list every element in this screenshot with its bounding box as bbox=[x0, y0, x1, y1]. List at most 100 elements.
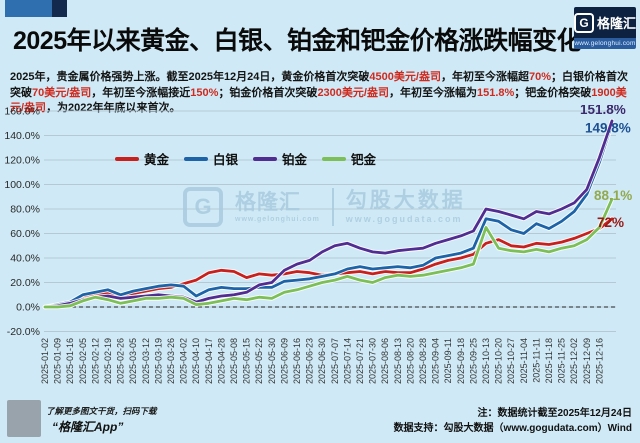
page-title: 2025年以来黄金、白银、铂金和钯金价格涨跌幅变化 bbox=[13, 27, 582, 55]
x-tick-label: 2025-07-30 bbox=[368, 338, 378, 384]
intro-text: 2025年，贵金属价格强势上涨。截至2025年12月24日，黄金价格首次突破45… bbox=[10, 70, 632, 117]
x-tick-label: 2025-06-16 bbox=[292, 338, 302, 384]
legend-item-3: 钯金 bbox=[322, 149, 376, 168]
x-tick-label: 2025-06-09 bbox=[279, 338, 289, 384]
x-tick-label: 2025-03-19 bbox=[153, 338, 163, 384]
x-tick-label: 2025-02-19 bbox=[103, 338, 113, 384]
intro-segment: ；白银价格首次突破 bbox=[10, 71, 628, 99]
price-change-line-chart: 160.0% 140.0% 120.0% 100.0% 80.0% 60.0% 40.0% 2… bbox=[4, 102, 632, 384]
y-tick-label: -20.0% bbox=[7, 326, 40, 338]
series-end-label-3: 88.1% bbox=[594, 188, 632, 203]
x-tick-label: 2025-02-05 bbox=[78, 338, 88, 384]
legend-label: 铂金 bbox=[282, 153, 308, 167]
data-support: 数据支持：勾股大数据（www.gogudata.com）Wind bbox=[393, 423, 632, 434]
gelonghui-logo-name: 格隆汇 bbox=[597, 16, 637, 31]
data-note: 注：数据统计截至2025年12月24日 bbox=[477, 408, 633, 419]
series-end-label-2: 151.8% bbox=[580, 105, 626, 117]
x-tick-label: 2025-07-21 bbox=[355, 338, 365, 384]
x-tick-label: 2025-03-12 bbox=[141, 338, 151, 384]
intro-segment: ，年初至今涨幅接近 bbox=[91, 86, 191, 99]
y-tick-label: 40.0% bbox=[10, 253, 40, 265]
legend: 黄金 白银 铂金 钯金 bbox=[115, 149, 376, 168]
legend-swatch-icon bbox=[322, 156, 347, 161]
intro-segment: ，年初至今涨幅为 bbox=[388, 86, 477, 99]
x-tick-label: 2025-10-13 bbox=[481, 338, 491, 384]
gelonghui-g-icon: G bbox=[574, 12, 594, 33]
x-tick-label: 2025-12-02 bbox=[569, 338, 579, 384]
legend-label: 黄金 bbox=[144, 153, 170, 167]
intro-highlight: 2300美元/盎司 bbox=[317, 86, 389, 99]
x-tick-label: 2025-09-18 bbox=[456, 338, 466, 384]
x-tick-label: 2025-11-25 bbox=[557, 338, 567, 383]
header-accent-navy bbox=[52, 0, 67, 17]
qr-code bbox=[7, 400, 41, 437]
x-tick-label: 2025-06-23 bbox=[305, 338, 315, 384]
qr-hint-text: 了解更多图文干货，扫码下载 bbox=[46, 406, 157, 416]
series-end-label-0: 72% bbox=[597, 215, 624, 230]
x-tick-label: 2025-09-04 bbox=[431, 338, 441, 384]
legend-item-0: 黄金 bbox=[115, 149, 169, 168]
x-tick-label: 2025-08-06 bbox=[380, 338, 390, 384]
intro-highlight: 151.8% bbox=[476, 86, 515, 99]
x-tick-label: 2025-12-16 bbox=[594, 338, 604, 384]
x-tick-label: 2025-10-20 bbox=[494, 338, 504, 384]
y-tick-label: 160.0% bbox=[4, 106, 40, 118]
legend-label: 钯金 bbox=[351, 153, 377, 167]
x-tick-label: 2025-07-14 bbox=[342, 338, 352, 384]
series-line-1 bbox=[43, 122, 614, 309]
intro-highlight: 4500美元/盎司 bbox=[369, 71, 441, 83]
legend-swatch-icon bbox=[253, 156, 278, 161]
x-tick-label: 2025-08-28 bbox=[418, 338, 428, 384]
intro-segment: 2025年，贵金属价格强势上涨。截至2025年12月24日，黄金价格首次突破 bbox=[10, 71, 370, 83]
intro-highlight: 150% bbox=[190, 86, 219, 99]
y-tick-label: 80.0% bbox=[10, 204, 40, 216]
x-tick-label: 2025-05-22 bbox=[254, 338, 264, 384]
series-line-2 bbox=[43, 119, 614, 309]
x-tick-label: 2025-04-17 bbox=[204, 338, 214, 384]
intro-highlight: 70美元/盎司 bbox=[32, 86, 92, 99]
app-name-text: “格隆汇App” bbox=[52, 420, 124, 434]
intro-segment: ；钯金价格突破 bbox=[514, 86, 592, 99]
y-tick-label: 20.0% bbox=[10, 277, 40, 289]
series-line-3 bbox=[43, 197, 614, 309]
intro-segment: ；铂金价格首次突破 bbox=[218, 86, 318, 99]
y-tick-label: 140.0% bbox=[4, 130, 40, 142]
y-tick-label: 60.0% bbox=[10, 228, 40, 240]
x-tick-label: 2025-03-26 bbox=[166, 338, 176, 384]
header-accent-blue bbox=[5, 0, 52, 17]
x-tick-label: 2025-07-07 bbox=[330, 338, 340, 384]
series-end-label-1: 149.8% bbox=[585, 120, 631, 135]
x-tick-label: 2025-04-10 bbox=[191, 338, 201, 384]
x-tick-label: 2025-11-18 bbox=[544, 338, 554, 383]
x-tick-label: 2025-02-26 bbox=[116, 338, 126, 384]
y-tick-label: 120.0% bbox=[4, 155, 40, 167]
legend-item-2: 铂金 bbox=[253, 149, 307, 168]
legend-item-1: 白银 bbox=[184, 149, 238, 168]
y-tick-label: 0.0% bbox=[16, 302, 40, 314]
legend-swatch-icon bbox=[115, 156, 139, 161]
legend-label: 白银 bbox=[213, 153, 239, 167]
gelonghui-logo: G 格隆汇 www.gelonghui.com bbox=[574, 7, 636, 49]
intro-highlight: 70% bbox=[528, 71, 551, 83]
chart-area: 160.0% 140.0% 120.0% 100.0% 80.0% 60.0% 40.0% 2… bbox=[0, 102, 640, 415]
x-tick-label: 2025-11-04 bbox=[519, 338, 529, 383]
x-tick-label: 2025-01-09 bbox=[53, 338, 63, 384]
intro-segment: ，年初至今涨幅超 bbox=[440, 71, 529, 83]
gelonghui-logo-url: www.gelonghui.com bbox=[574, 38, 636, 49]
legend-swatch-icon bbox=[184, 156, 209, 161]
x-tick-label: 2025-01-02 bbox=[40, 338, 50, 384]
y-tick-label: 100.0% bbox=[4, 179, 40, 191]
x-tick-label: 2025-01-16 bbox=[65, 338, 75, 384]
x-tick-label: 2025-04-02 bbox=[179, 338, 189, 384]
x-tick-label: 2025-05-30 bbox=[267, 338, 277, 384]
x-tick-label: 2025-09-11 bbox=[443, 338, 453, 383]
x-tick-label: 2025-02-12 bbox=[90, 338, 100, 384]
intro-highlight: 1900美元/盎司 bbox=[10, 86, 627, 115]
x-tick-label: 2025-05-15 bbox=[242, 338, 252, 384]
x-tick-label: 2025-06-30 bbox=[317, 338, 327, 384]
x-tick-label: 2025-08-13 bbox=[393, 338, 403, 384]
gelonghui-logo-main: G 格隆汇 bbox=[574, 7, 636, 38]
x-tick-label: 2025-05-08 bbox=[229, 338, 239, 384]
x-tick-label: 2025-10-27 bbox=[506, 338, 516, 384]
